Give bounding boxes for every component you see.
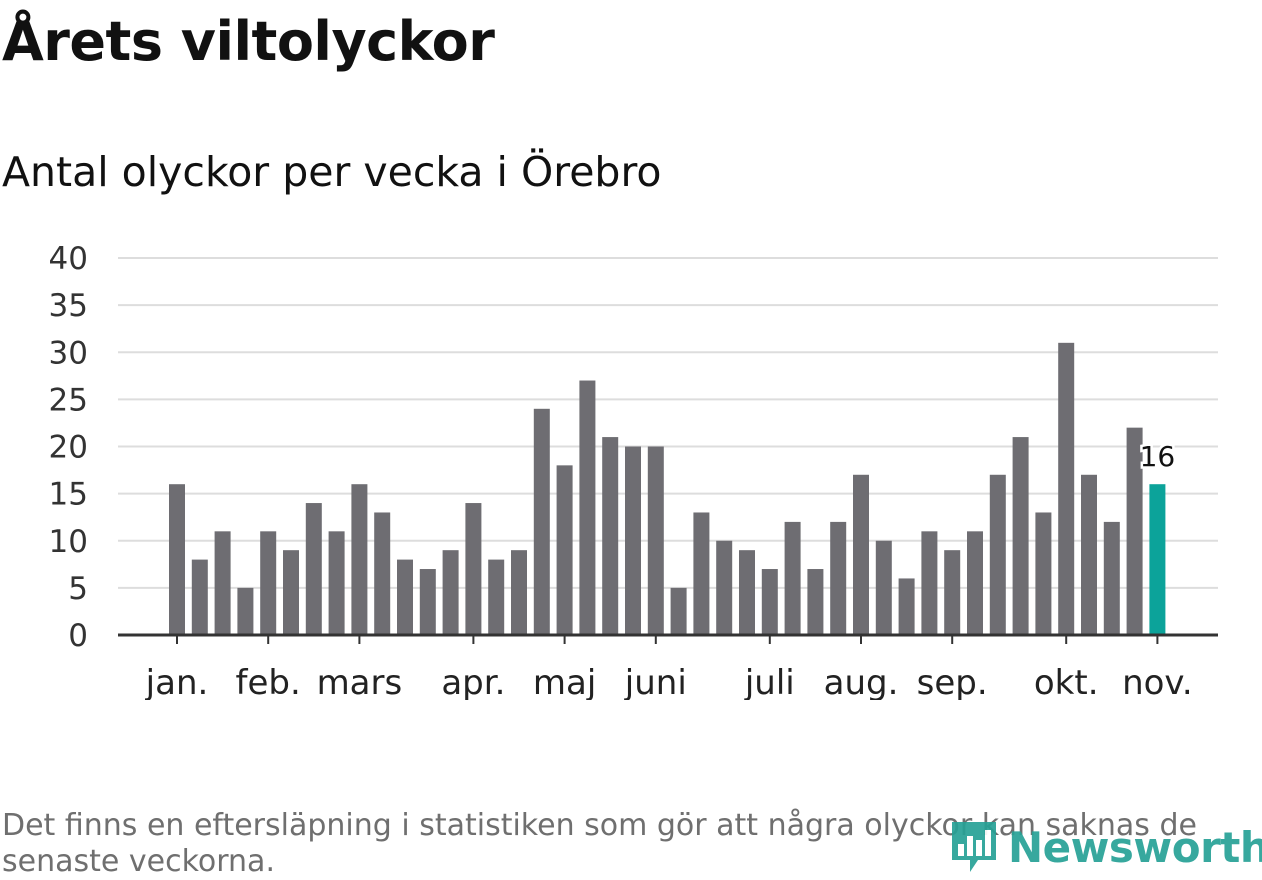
- bar: [351, 484, 368, 635]
- y-tick-label: 15: [49, 477, 88, 513]
- bar: [1081, 474, 1097, 635]
- month-label: jan.: [145, 663, 209, 700]
- bar: [1103, 521, 1120, 635]
- bar: [1035, 512, 1052, 635]
- month-label: feb.: [236, 663, 301, 700]
- chart-title: Årets viltolyckor: [2, 10, 495, 73]
- bar: [1012, 437, 1029, 635]
- bar: [488, 559, 505, 635]
- bar: [237, 587, 254, 635]
- bar: [1058, 342, 1075, 635]
- bar: [602, 437, 619, 635]
- bar: [328, 531, 345, 635]
- logo-text: Newsworthy: [1008, 822, 1262, 872]
- bar: [830, 521, 847, 635]
- bar: [442, 550, 459, 635]
- month-label: nov.: [1122, 663, 1193, 700]
- month-label: okt.: [1034, 663, 1099, 700]
- bar: [419, 569, 436, 635]
- month-label: juli: [744, 663, 795, 700]
- bar: [625, 446, 641, 635]
- bar: [944, 550, 961, 635]
- newsworthy-bar-chart-icon: [952, 822, 996, 872]
- bars: [169, 342, 1166, 635]
- x-axis: [118, 633, 1218, 644]
- bar: [784, 521, 801, 635]
- month-label: maj: [533, 663, 596, 700]
- bar: [374, 512, 391, 635]
- footnote: Det finns en eftersläpning i statistiken…: [2, 808, 1197, 879]
- grid-lines: [118, 257, 1218, 589]
- bar: [921, 531, 938, 635]
- bar: [397, 559, 413, 635]
- bar: [853, 474, 869, 635]
- y-tick-label: 0: [68, 618, 88, 654]
- bar: [739, 550, 755, 635]
- y-tick-label: 40: [49, 241, 88, 277]
- bar: [989, 474, 1006, 635]
- bar: [716, 540, 733, 635]
- bar: [898, 578, 915, 635]
- bar: [647, 446, 664, 635]
- month-label: juni: [624, 663, 687, 700]
- bar: [191, 559, 208, 635]
- bar: [533, 408, 550, 635]
- bar: [511, 550, 527, 635]
- month-label: aug.: [824, 663, 899, 700]
- month-labels: jan. feb. mars apr. maj juni juli aug. sep. okt. n…: [145, 663, 1193, 700]
- newsworthy-logo: Newsworthy: [948, 818, 1262, 876]
- bar-chart: 0 5 10 15 20 25 30 35 40 jan. feb. mars apr. maj juni…: [49, 241, 1218, 700]
- y-tick-label: 5: [68, 571, 88, 607]
- month-label: mars: [317, 663, 403, 700]
- y-axis-ticks: 0 5 10 15 20 25 30 35 40: [49, 241, 88, 654]
- data-label: 16: [1140, 440, 1176, 473]
- month-label: apr.: [441, 663, 505, 700]
- bar: [465, 503, 482, 635]
- bar: [967, 531, 983, 635]
- y-tick-label: 30: [49, 335, 88, 371]
- bar: [761, 569, 778, 635]
- bar: [260, 531, 277, 635]
- bar: [670, 587, 687, 635]
- bar: [1126, 427, 1143, 635]
- month-label: sep.: [917, 663, 988, 700]
- bar-highlight: [1149, 484, 1166, 635]
- bar: [214, 531, 231, 635]
- y-tick-label: 20: [49, 430, 88, 466]
- y-tick-label: 10: [49, 524, 88, 560]
- y-tick-label: 35: [49, 288, 88, 324]
- data-labels: 16: [1137, 438, 1178, 476]
- bar: [693, 512, 710, 635]
- bar: [807, 569, 824, 635]
- bar: [875, 540, 892, 635]
- bar: [169, 484, 185, 635]
- y-tick-label: 25: [49, 382, 88, 418]
- chart-subtitle: Antal olyckor per vecka i Örebro: [2, 148, 662, 196]
- bar: [283, 550, 299, 635]
- bar: [579, 380, 596, 635]
- bar: [305, 503, 322, 635]
- bar: [556, 465, 573, 635]
